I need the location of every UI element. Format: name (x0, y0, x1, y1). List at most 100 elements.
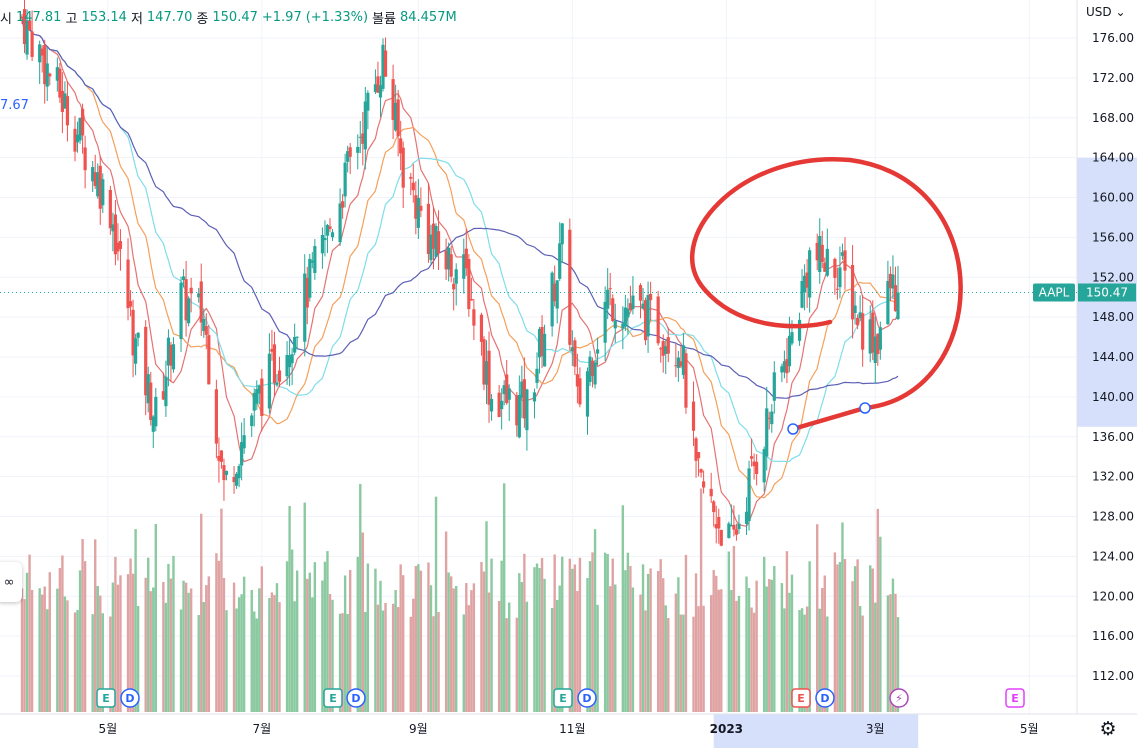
candle-body (522, 379, 526, 419)
event-marker-earnings (96, 688, 116, 708)
volume-bar (313, 562, 317, 712)
volume-bar (709, 595, 713, 712)
volume-bar (611, 558, 614, 712)
candle-body (891, 274, 895, 289)
candle-body (394, 102, 398, 131)
candle-body (507, 388, 511, 400)
candle-body (790, 332, 794, 344)
volume-bar (593, 529, 597, 712)
volume-bar (437, 611, 440, 712)
volume-bar (76, 609, 79, 712)
candle-body (858, 312, 862, 319)
candle-body (149, 382, 153, 421)
volume-bar (755, 580, 758, 712)
volume-bar (730, 589, 733, 712)
candle-body (63, 93, 67, 109)
event-marker-earnings-negative (791, 688, 811, 708)
volume-bar (48, 572, 51, 712)
candle-body (416, 197, 420, 228)
candle-body (431, 223, 436, 249)
candle-body (717, 516, 721, 529)
volume-bar (699, 488, 703, 712)
currency-button[interactable]: USD ⌄ (1086, 5, 1126, 19)
candle-body (643, 300, 648, 341)
candle-body (873, 336, 877, 363)
candle-body (765, 408, 769, 457)
candle-body (712, 501, 716, 513)
object-tree-button[interactable]: ∞ (0, 562, 22, 602)
volume-bar (364, 611, 367, 712)
close-label: 종 (196, 11, 209, 27)
volume-bar (136, 605, 140, 712)
candle-body (749, 456, 754, 459)
candle-body (626, 308, 630, 318)
event-marker-letter: D (125, 692, 134, 705)
candle-body (782, 361, 786, 373)
volume-bar (553, 554, 556, 712)
volume-bar (30, 589, 34, 712)
candle-body (232, 476, 236, 483)
volume-bar (182, 580, 185, 712)
time-tick-label: 3월 (866, 722, 885, 736)
volume-bar (790, 574, 794, 712)
volume-bar (119, 575, 122, 712)
candle-body (691, 401, 696, 431)
candle-body (676, 357, 680, 368)
volume-bar (603, 552, 607, 712)
volume-bar (783, 608, 786, 712)
candle-body (484, 361, 489, 385)
volume-bar (399, 564, 402, 712)
volume-bar (621, 505, 625, 712)
settings-gear-icon[interactable]: ⚙ (1099, 718, 1117, 740)
candle-body (500, 400, 504, 409)
volume-bar (449, 576, 453, 712)
candle-body (641, 303, 645, 309)
candle-body (505, 374, 509, 404)
time-tick-label: 5월 (1020, 722, 1039, 736)
volume-bar (255, 618, 258, 712)
volume-bar (78, 570, 82, 712)
candle-body (497, 392, 501, 417)
candle-body (542, 333, 547, 367)
candle-body (401, 147, 405, 188)
annotation-anchor-point (859, 402, 871, 414)
volume-bar (419, 570, 423, 712)
candle-body (207, 335, 211, 385)
candle-body (590, 360, 595, 376)
volume-bar (179, 609, 183, 712)
volume-bar (763, 556, 766, 712)
change-value: +1.97 (261, 9, 302, 25)
volume-bar (773, 566, 776, 712)
price-tick-label: 120.00 (1092, 589, 1134, 603)
price-tick-label: 176.00 (1092, 31, 1134, 45)
candle-body (659, 348, 663, 350)
candle-body (871, 312, 875, 353)
candle-body (381, 44, 385, 89)
volume-bar (609, 586, 612, 712)
candle-body (179, 282, 183, 340)
price-tick-label: 156.00 (1092, 230, 1134, 244)
volume-bar (550, 607, 554, 712)
candle-body (399, 138, 403, 154)
ohlc-header: 시 147.81 고 153.14 저 147.70 종 150.47 +1.9… (0, 6, 457, 28)
candle-body (805, 272, 809, 288)
volume-bar (169, 578, 173, 712)
volume-bar (338, 613, 342, 712)
volume-bar (202, 601, 205, 712)
candle-body (575, 374, 579, 387)
volume-bar (149, 591, 152, 712)
candle-body (144, 326, 148, 396)
volume-bar (99, 595, 102, 712)
candle-body (482, 339, 486, 385)
symbol-tag-label: AAPL (1039, 286, 1070, 300)
candle-body (611, 298, 615, 321)
volume-bar (295, 570, 299, 712)
volume-bar (533, 567, 536, 712)
volume-bar (253, 611, 256, 712)
volume-bar (518, 573, 521, 712)
candle-body (217, 455, 221, 461)
candle-body (825, 248, 829, 276)
volume-bar (394, 590, 397, 712)
